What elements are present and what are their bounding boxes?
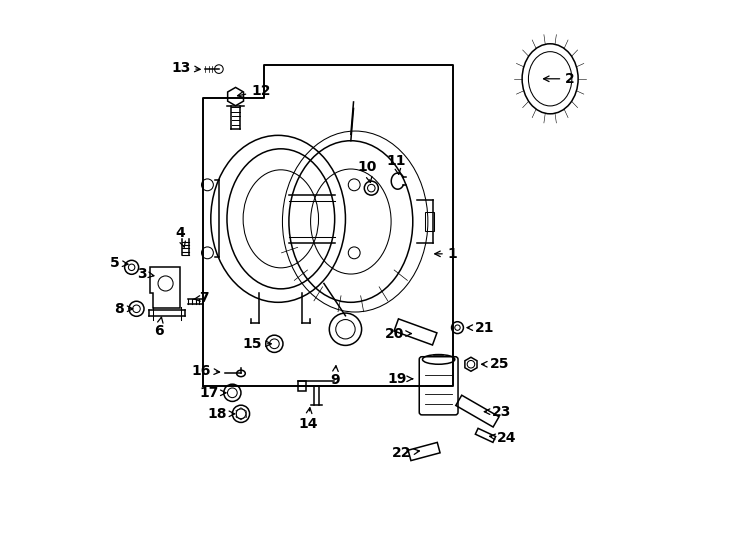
Text: 15: 15 bbox=[242, 337, 272, 351]
Text: 11: 11 bbox=[387, 154, 407, 174]
Text: 10: 10 bbox=[357, 160, 377, 183]
Text: 17: 17 bbox=[199, 386, 226, 400]
Text: 25: 25 bbox=[482, 357, 509, 372]
Text: 4: 4 bbox=[175, 226, 185, 247]
Text: 5: 5 bbox=[109, 256, 128, 270]
Text: 19: 19 bbox=[387, 372, 413, 386]
Text: 6: 6 bbox=[153, 317, 164, 338]
Text: 13: 13 bbox=[171, 61, 200, 75]
Text: 7: 7 bbox=[193, 291, 208, 305]
Text: 24: 24 bbox=[490, 431, 517, 445]
Text: 14: 14 bbox=[298, 408, 318, 430]
Text: 21: 21 bbox=[467, 321, 494, 335]
Text: 1: 1 bbox=[435, 247, 457, 261]
Text: 3: 3 bbox=[137, 267, 154, 281]
Text: 2: 2 bbox=[544, 72, 575, 86]
Text: 12: 12 bbox=[238, 84, 271, 98]
Text: 9: 9 bbox=[330, 366, 340, 387]
Text: 22: 22 bbox=[392, 446, 419, 460]
Text: 20: 20 bbox=[385, 327, 411, 341]
Text: 16: 16 bbox=[192, 364, 219, 377]
Text: 8: 8 bbox=[114, 302, 133, 316]
Text: 18: 18 bbox=[208, 407, 235, 421]
Text: 23: 23 bbox=[484, 404, 512, 418]
